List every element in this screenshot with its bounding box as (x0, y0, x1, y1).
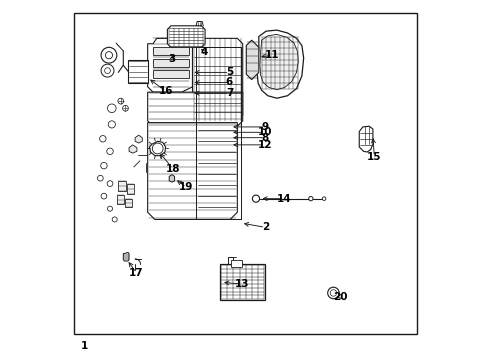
Text: 14: 14 (276, 194, 291, 204)
Text: 1: 1 (81, 341, 88, 351)
Circle shape (112, 217, 117, 222)
Bar (196, 47, 241, 220)
Bar (125, 199, 132, 207)
Circle shape (327, 287, 339, 299)
Polygon shape (192, 39, 242, 121)
Circle shape (322, 197, 325, 201)
Circle shape (252, 195, 259, 202)
Polygon shape (135, 135, 142, 143)
Text: 2: 2 (261, 222, 268, 232)
Text: 16: 16 (158, 86, 172, 96)
Polygon shape (147, 39, 192, 92)
Circle shape (101, 162, 107, 169)
Bar (220, 264, 264, 300)
Text: 18: 18 (165, 163, 180, 174)
Text: 8: 8 (261, 133, 268, 143)
Bar (128, 60, 147, 83)
Text: 9: 9 (261, 122, 268, 132)
Polygon shape (260, 35, 298, 90)
Circle shape (105, 51, 112, 59)
Circle shape (107, 206, 112, 211)
Circle shape (100, 135, 106, 142)
Polygon shape (167, 26, 204, 47)
Polygon shape (359, 126, 372, 152)
Circle shape (107, 104, 116, 113)
Polygon shape (129, 145, 137, 153)
Circle shape (106, 148, 113, 154)
Circle shape (104, 68, 110, 73)
Text: 12: 12 (258, 140, 272, 150)
Text: 7: 7 (225, 88, 233, 98)
Circle shape (97, 175, 103, 181)
Circle shape (329, 290, 336, 296)
Circle shape (107, 181, 113, 186)
Polygon shape (257, 30, 303, 98)
Polygon shape (147, 92, 242, 126)
Polygon shape (123, 252, 129, 261)
Bar (153, 70, 188, 78)
Text: 20: 20 (333, 292, 347, 302)
Circle shape (101, 47, 117, 63)
Polygon shape (169, 175, 174, 182)
Polygon shape (149, 141, 165, 156)
Circle shape (122, 105, 128, 111)
Bar (230, 260, 241, 267)
Bar (153, 59, 188, 67)
Circle shape (101, 193, 106, 199)
Polygon shape (246, 40, 258, 80)
Text: 4: 4 (200, 46, 207, 57)
Circle shape (169, 176, 174, 181)
Circle shape (101, 64, 114, 77)
Bar (74, 13, 416, 334)
Text: 11: 11 (264, 50, 279, 60)
Text: 6: 6 (225, 77, 233, 87)
Polygon shape (147, 123, 237, 220)
Bar (117, 195, 124, 204)
Bar (118, 181, 126, 192)
Text: 13: 13 (234, 279, 248, 289)
Text: 3: 3 (168, 54, 175, 64)
Circle shape (108, 121, 115, 128)
Circle shape (118, 98, 123, 104)
Text: 15: 15 (366, 152, 381, 162)
Text: 5: 5 (225, 67, 233, 77)
Circle shape (308, 197, 312, 201)
Bar (126, 184, 134, 194)
Circle shape (152, 143, 163, 154)
Text: 10: 10 (258, 127, 272, 137)
Bar (153, 47, 188, 55)
Text: 19: 19 (179, 182, 193, 192)
Text: 17: 17 (129, 267, 143, 278)
